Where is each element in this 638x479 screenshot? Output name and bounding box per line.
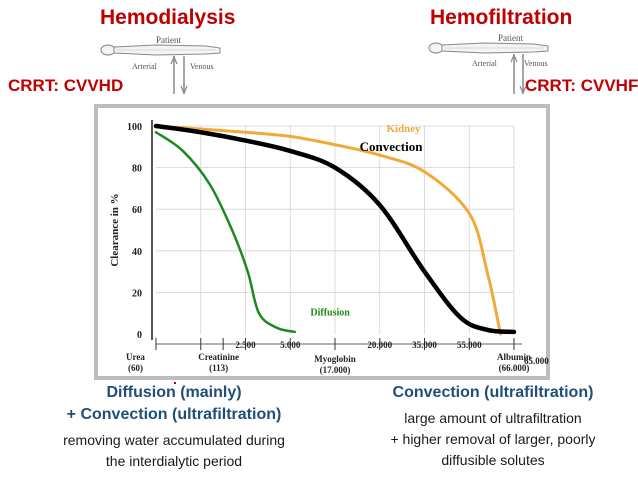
y-tick-label: 0 [137, 330, 142, 341]
y-tick-label: 60 [132, 205, 142, 216]
x-tick-label: 2.500 [235, 340, 256, 350]
y-tick-label: 100 [127, 122, 142, 133]
x-tick-label: 20.000 [367, 340, 392, 350]
y-axis-label: Clearance in % [109, 193, 121, 266]
left-caption-text-2: the interdialytic period [105, 453, 243, 469]
right-caption-heading-1: Convection (ultrafiltration) [392, 384, 594, 401]
x-category-label: Creatinine [198, 352, 239, 362]
chart-labels: 0 20 40 60 80 100 Clearance in % 2.500 5.000 20.0… [109, 122, 549, 375]
arterial-line-icon [510, 53, 518, 94]
arterial-label: Arterial [132, 62, 158, 71]
clearance-chart: 0 20 40 60 80 100 Clearance in % 2.500 5.000 20.0… [94, 104, 550, 380]
x-category-label: Myoglobin [314, 354, 356, 364]
legend-label-diffusion: Diffusion [310, 307, 350, 318]
chart-grid [156, 125, 515, 334]
patient-label: Patient [156, 35, 181, 45]
y-tick-label: 80 [132, 164, 142, 175]
venous-label: Venous [190, 62, 214, 71]
x-category-mw: (113) [209, 363, 228, 373]
patient-figure-icon [428, 42, 549, 54]
hemodialysis-title: Hemodialysis [100, 6, 236, 29]
series-line-convection [153, 123, 517, 335]
x-category-mw: (66.000) [499, 363, 530, 373]
x-tick-label: 65.000 [524, 356, 549, 366]
chart-axes [151, 120, 522, 350]
patient-diagram-hemofiltration: Patient Arterial Venous [428, 33, 549, 95]
patient-label: Patient [498, 33, 523, 43]
right-caption-text-1: large amount of ultrafiltration [404, 410, 582, 426]
right-caption-text-3: diffusible solutes [441, 452, 545, 468]
venous-line-icon [180, 56, 188, 95]
x-category-mw: (60) [128, 363, 143, 373]
chart-background [98, 108, 546, 376]
series-line-diffusion [154, 130, 296, 334]
patient-figure-icon [100, 44, 221, 56]
x-category-label: Urea [126, 352, 145, 362]
arterial-label: Arterial [472, 59, 498, 68]
marker-dot [174, 382, 176, 384]
cvvhd-label: CRRT: CVVHD [8, 76, 124, 95]
legend-label-kidney: Kidney [386, 123, 421, 135]
x-tick-label: 35.000 [412, 340, 437, 350]
x-tick-label: 5.000 [280, 340, 301, 350]
chart-series [153, 123, 517, 336]
arterial-line-icon [170, 55, 178, 94]
venous-label: Venous [524, 59, 548, 68]
venous-line-icon [519, 54, 527, 95]
y-tick-label: 40 [132, 247, 142, 258]
hemofiltration-title: Hemofiltration [430, 6, 573, 29]
right-caption-text-2: + higher removal of larger, poorly [390, 431, 596, 447]
series-line-kidney [154, 124, 503, 336]
left-caption-heading-2: + Convection (ultrafiltration) [66, 406, 282, 423]
patient-diagram-hemodialysis: Patient Arterial Venous [100, 35, 221, 95]
left-caption-heading-1: Diffusion (mainly) [106, 384, 242, 401]
legend-label-convection: Convection [360, 139, 424, 154]
x-category-mw: (17.000) [320, 365, 351, 375]
left-caption-text-1: removing water accumulated during [63, 432, 285, 448]
cvvhf-label: CRRT: CVVHF [525, 76, 638, 95]
y-tick-label: 20 [132, 288, 142, 299]
x-category-label: Albumin [497, 352, 531, 362]
x-tick-label: 55.000 [457, 340, 482, 350]
